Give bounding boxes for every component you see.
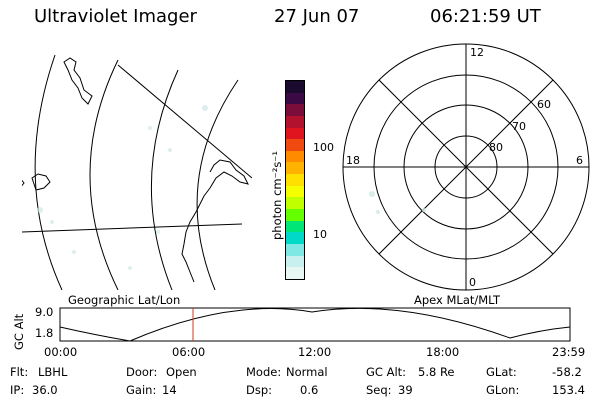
colorbar-tick-100: 100: [313, 141, 334, 154]
time-label: 06:21:59 UT: [430, 6, 541, 27]
timeline-xtick-1800: 18:00: [426, 345, 460, 359]
mlt-diagonal-2: [378, 79, 554, 255]
colorbar-tick-10: 10: [313, 228, 327, 241]
timeline-xtick-0600: 06:00: [172, 345, 206, 359]
instrument-title: Ultraviolet Imager: [34, 6, 197, 27]
status-glat-value: -58.2: [552, 365, 582, 379]
timeline-left-title: Geographic Lat/Lon: [68, 293, 181, 307]
color-bar-segment: [286, 139, 304, 151]
mlt-label-18: 18: [346, 154, 360, 167]
timeline-xtick-0000: 00:00: [44, 345, 78, 359]
color-bar-segment: [286, 197, 304, 210]
status-ip-label: IP:: [10, 383, 25, 397]
mlt-label-0: 0: [469, 276, 476, 289]
status-dsp-label: Dsp:: [246, 383, 273, 397]
color-bar-segment: [286, 127, 304, 140]
color-bar-segment: [286, 255, 304, 268]
color-bar-segment: [286, 81, 304, 93]
lat-label-60: 60: [537, 98, 551, 111]
status-mode-value: Normal: [286, 365, 328, 379]
lat-label-80: 80: [489, 141, 503, 154]
status-glon-label: GLon:: [486, 383, 520, 397]
mlt-label-6: 6: [576, 154, 583, 167]
mlt-label-12: 12: [470, 46, 484, 59]
timeline-xtick-2359: 23:59: [552, 345, 586, 359]
status-glon-value: 153.4: [552, 383, 585, 397]
status-gain-label: Gain:: [126, 383, 157, 397]
color-bar-segment: [286, 115, 304, 128]
timeline-right-title: Apex MLat/MLT: [414, 293, 501, 307]
status-filter-value: LBHL: [38, 365, 68, 379]
color-bar-segment: [286, 267, 304, 279]
color-bar: [285, 80, 305, 280]
longitude-lines: [22, 64, 252, 233]
altitude-curve: [59, 307, 571, 342]
status-ip-value: 36.0: [32, 383, 58, 397]
status-mode-label: Mode:: [246, 365, 282, 379]
status-door-value: Open: [166, 365, 197, 379]
status-gcalt-label: GC Alt:: [366, 365, 407, 379]
status-door-label: Door:: [126, 365, 158, 379]
status-gain-value: 14: [162, 383, 177, 397]
color-bar-segment: [286, 92, 304, 105]
color-bar-segment: [286, 185, 304, 198]
color-bar-segment: [286, 209, 304, 221]
polar-faint-emission: [369, 191, 426, 214]
status-seq-value: 39: [398, 383, 413, 397]
status-glat-label: GLat:: [486, 365, 517, 379]
color-bar-segment: [286, 104, 304, 116]
timeline-ytick-high: 9.0: [35, 305, 54, 319]
coastlines: [22, 57, 249, 283]
color-bar-segment: [286, 162, 304, 175]
status-dsp-value: 0.6: [300, 383, 319, 397]
timeline-frame: [59, 307, 571, 342]
color-bar-segment: [286, 174, 304, 186]
date-label: 27 Jun 07: [274, 6, 360, 27]
color-bar-segment: [286, 150, 304, 163]
timeline-xtick-1200: 12:00: [298, 345, 332, 359]
color-bar-segment: [286, 243, 304, 256]
status-seq-label: Seq:: [366, 383, 392, 397]
faint-emission: [37, 105, 208, 270]
color-bar-segment: [286, 220, 304, 233]
status-filter-label: Flt:: [10, 365, 29, 379]
timeline-ytick-low: 1.8: [35, 326, 54, 340]
lat-label-70: 70: [512, 120, 526, 133]
status-gcalt-value: 5.8 Re: [418, 365, 455, 379]
color-bar-segment: [286, 232, 304, 244]
